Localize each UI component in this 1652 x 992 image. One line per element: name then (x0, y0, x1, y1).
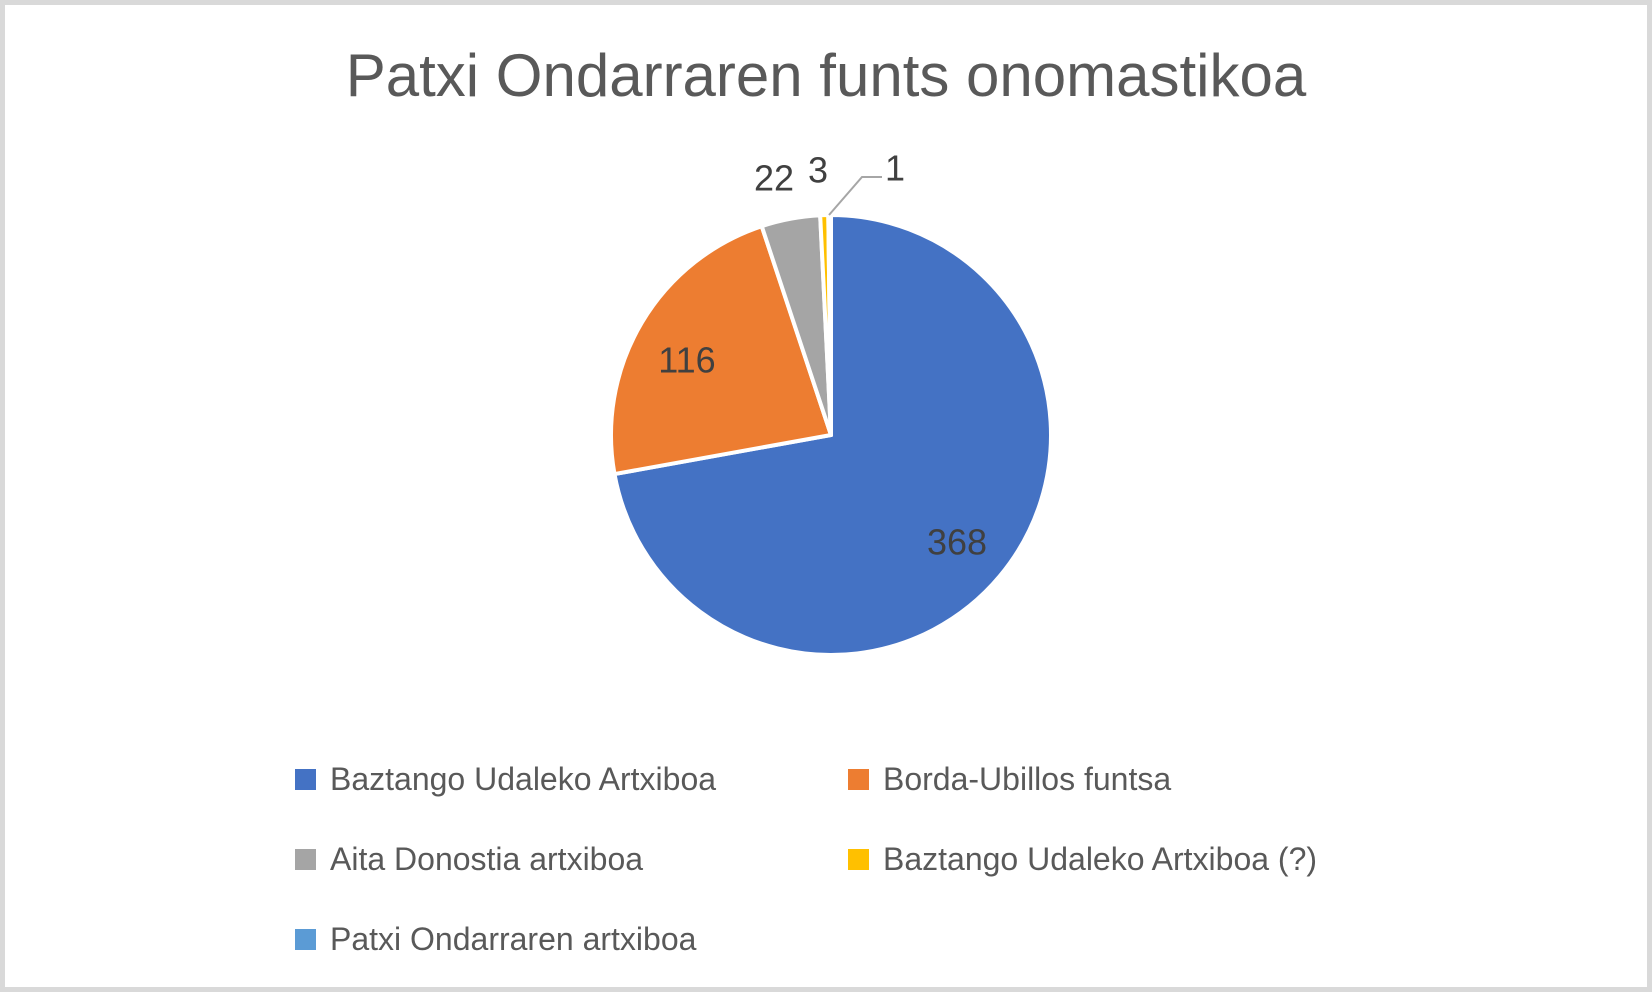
data-label-4: 1 (885, 148, 905, 189)
chart-title: Patxi Ondarraren funts onomastikoa (345, 42, 1307, 109)
leader-line-4 (828, 176, 882, 216)
data-label-3: 3 (808, 150, 828, 191)
data-label-2: 22 (754, 158, 794, 199)
pie-slice-4 (826, 213, 833, 437)
pie-slice-1 (609, 224, 833, 477)
pie-chart: 368 116 22 3 1 (609, 148, 1053, 657)
data-label-1: 116 (658, 340, 715, 381)
data-label-0: 368 (927, 522, 987, 563)
